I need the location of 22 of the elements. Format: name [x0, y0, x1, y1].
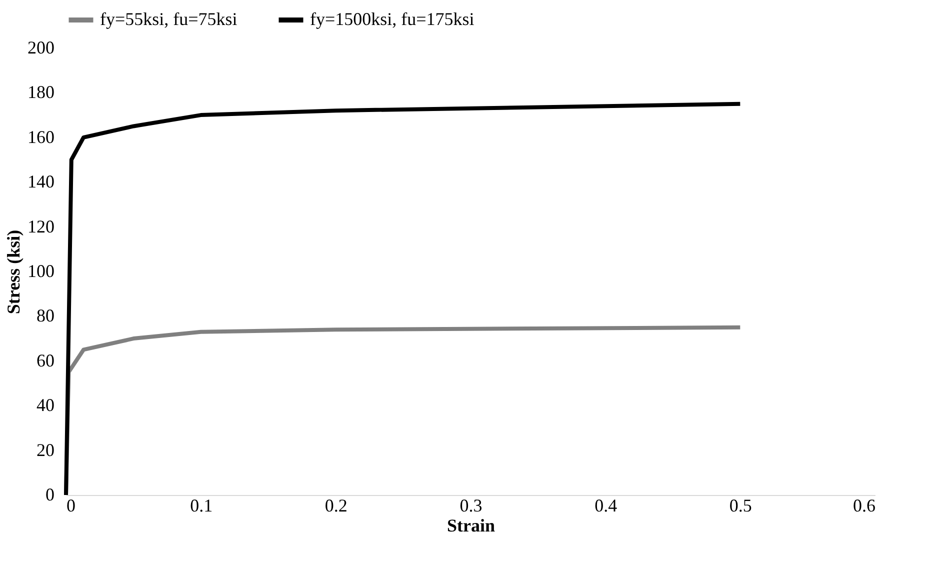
y-tick-label: 100	[28, 261, 54, 281]
y-tick-label: 20	[36, 440, 54, 460]
x-tick-label: 0.2	[324, 496, 348, 516]
y-tick-label: 40	[36, 395, 54, 416]
legend-label: fy=55ksi, fu=75ksi	[100, 9, 238, 29]
y-tick-label: 140	[28, 172, 54, 192]
x-tick-label: 0.3	[460, 496, 482, 516]
x-tick-label: 0.5	[729, 496, 752, 516]
y-tick-label: 160	[28, 126, 54, 147]
y-tick-label: 180	[28, 82, 54, 102]
line-series	[64, 102, 742, 497]
x-tick-label: 0	[66, 496, 76, 516]
x-axis-title: Strain	[446, 516, 496, 536]
x-tick-label: 0.1	[190, 496, 213, 516]
y-axis-title: Stress (ksi)	[4, 230, 24, 314]
x-tick-label: 0.6	[853, 496, 876, 516]
y-tick-label: 120	[28, 216, 54, 236]
y-tick-label: 80	[36, 306, 54, 326]
legend-label: fy=1500ksi, fu=175ksi	[310, 9, 474, 29]
y-tick-label: 60	[36, 350, 54, 370]
y-tick-label: 200	[28, 38, 54, 58]
x-tick-label: 0.4	[594, 496, 618, 516]
